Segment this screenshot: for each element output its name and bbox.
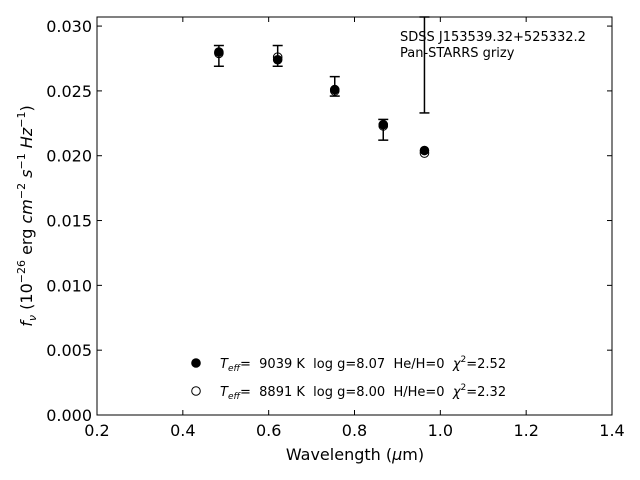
x-tick-label: 0.4: [170, 421, 195, 440]
x-axis-ticks: 0.2 0.4 0.6 0.8 1.0 1.2 1.4: [84, 17, 625, 440]
x-tick-label: 0.8: [342, 421, 367, 440]
legend-marker-filled: [191, 358, 201, 368]
y-tick-label: 0.015: [46, 212, 92, 231]
y-axis-label: fν (10−26 erg cm−2 s−1 Hz−1): [15, 105, 39, 326]
y-tick-label: 0.005: [46, 341, 92, 360]
data-points: [214, 47, 430, 158]
point-open: [419, 148, 430, 158]
point-open: [214, 48, 224, 59]
y-tick-label: 0.000: [46, 406, 92, 425]
legend-entry-1: Teff= 9039 K log g=8.07 He/H=0 χ2=2.52: [220, 355, 506, 374]
x-tick-label: 1.2: [513, 421, 538, 440]
legend: Teff= 9039 K log g=8.07 He/H=0 χ2=2.52 T…: [191, 355, 506, 402]
x-tick-label: 0.6: [256, 421, 281, 440]
point-filled: [272, 54, 283, 65]
legend-entry-2: Teff= 8891 K log g=8.00 H/He=0 χ2=2.32: [220, 383, 506, 402]
x-tick-label: 1.0: [428, 421, 453, 440]
y-axis-ticks: 0.000 0.005 0.010 0.015 0.020 0.025 0.030: [46, 17, 612, 425]
annotation-survey: Pan-STARRS grizy: [400, 46, 515, 61]
legend-marker-open: [191, 386, 201, 396]
y-tick-label: 0.030: [46, 17, 92, 36]
annotation-object: SDSS J153539.32+525332.2: [400, 30, 586, 45]
point-open: [329, 86, 340, 96]
x-tick-label: 1.4: [599, 421, 624, 440]
y-tick-label: 0.025: [46, 82, 92, 101]
point-open: [272, 52, 283, 62]
y-tick-label: 0.010: [46, 276, 92, 295]
error-bars: [213, 16, 430, 141]
point-filled: [419, 145, 430, 156]
plot-frame: [96, 16, 613, 416]
point-open: [378, 121, 389, 131]
y-tick-label: 0.020: [46, 147, 92, 166]
x-tick-label: 0.2: [84, 421, 109, 440]
x-axis-label: Wavelength (μm): [286, 445, 424, 464]
